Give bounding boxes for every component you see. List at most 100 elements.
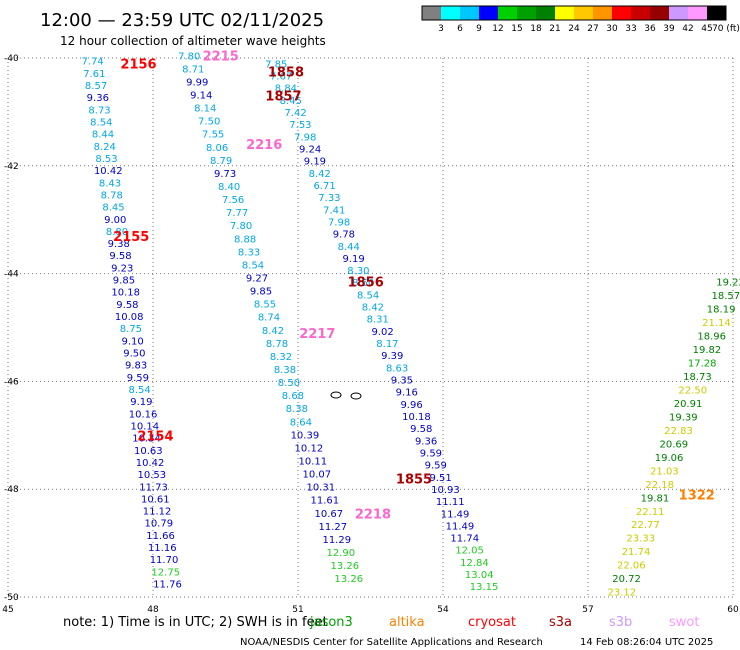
- wave-height-value: 10.31: [307, 483, 336, 494]
- color-swatch: [612, 6, 631, 20]
- color-bar-label: 3: [438, 24, 444, 34]
- pass-time-label: 2216: [246, 138, 282, 153]
- wave-height-value: 9.99: [186, 77, 208, 88]
- wave-height-value: 8.54: [90, 117, 112, 128]
- wave-height-value: 8.42: [262, 326, 284, 337]
- color-bar-label: 15: [511, 24, 522, 34]
- island-outline: [330, 391, 342, 399]
- wave-height-value: 11.61: [311, 496, 340, 507]
- wave-height-value: 10.08: [115, 312, 144, 323]
- wave-height-value: 8.33: [238, 247, 260, 258]
- color-bar-label: 27: [587, 24, 598, 34]
- pass-time-label: 2217: [299, 327, 335, 342]
- wave-height-value: 10.42: [136, 458, 165, 469]
- color-swatch: [536, 6, 555, 20]
- wave-height-value: 19.39: [669, 412, 698, 423]
- wave-height-value: 10.18: [111, 288, 140, 299]
- wave-height-value: 8.45: [280, 96, 302, 107]
- color-bar-label: 33: [625, 24, 636, 34]
- wave-height-value: 9.00: [104, 215, 126, 226]
- wave-height-value: 11.12: [143, 507, 172, 518]
- color-bar-label: 21: [549, 24, 560, 34]
- wave-height-value: 10.18: [402, 412, 431, 423]
- wave-height-value: 19.06: [655, 453, 684, 464]
- x-tick-label: 51: [292, 605, 303, 615]
- wave-height-value: 8.14: [194, 104, 216, 115]
- x-tick-label: 45: [2, 605, 13, 615]
- chart-subtitle: 12 hour collection of altimeter wave hei…: [60, 34, 326, 48]
- wave-height-value: 9.02: [371, 327, 393, 338]
- wave-height-value: 9.73: [214, 169, 236, 180]
- color-swatch: [460, 6, 479, 20]
- wave-height-value: 8.17: [376, 339, 398, 350]
- wave-height-value: 19.82: [693, 345, 722, 356]
- wave-height-value: 8.50: [278, 378, 300, 389]
- wave-height-value: 7.61: [83, 69, 105, 80]
- lat-lon-grid: [7, 57, 734, 598]
- pass-time-label: 2218: [355, 507, 391, 522]
- wave-height-value: 9.83: [125, 361, 147, 372]
- wave-height-value: 8.40: [218, 182, 240, 193]
- pass-time-label: 1855: [396, 472, 432, 487]
- wave-height-value: 9.36: [415, 436, 437, 447]
- wave-height-value: 19.81: [641, 493, 670, 504]
- axis-tick-labels: 45 48 51 54 57 60 -40 -42 -44 -46 -48 -50: [2, 54, 739, 615]
- y-tick-label: -42: [4, 162, 19, 172]
- color-swatch: [498, 6, 517, 20]
- wave-height-value: 13.15: [470, 582, 499, 593]
- y-tick-label: -46: [4, 377, 19, 387]
- wave-height-value: 13.04: [465, 570, 494, 581]
- pass-time-label: 1856: [348, 276, 384, 291]
- wave-height-value: 10.34: [132, 434, 161, 445]
- wave-height-value: 9.58: [410, 424, 432, 435]
- wave-height-value: 9.50: [123, 349, 145, 360]
- wave-height-value: 11.70: [150, 555, 179, 566]
- wave-height-value: 12.75: [151, 567, 180, 578]
- color-bar-label: 30: [606, 24, 618, 34]
- y-tick-label: -40: [4, 54, 19, 64]
- color-swatch: [688, 6, 707, 20]
- wave-height-value: 8.88: [234, 234, 256, 245]
- pass-time-label: 1322: [679, 489, 715, 504]
- mission-legend-s3b: s3b: [609, 615, 632, 630]
- wave-height-value: 20.69: [660, 439, 689, 450]
- wave-height-value: 19.22: [716, 278, 740, 289]
- wave-height-value: 8.53: [95, 154, 117, 165]
- wave-height-value: 11.16: [148, 543, 177, 554]
- island-outlines: [330, 391, 362, 400]
- color-bar-label: 45: [701, 24, 712, 34]
- wave-height-value: 8.63: [386, 363, 408, 374]
- wave-height-value: 8.45: [102, 203, 124, 214]
- wave-height-value: 9.10: [122, 336, 144, 347]
- color-swatch: [441, 6, 460, 20]
- color-swatch: [631, 6, 650, 20]
- wave-height-value: 22.50: [678, 385, 707, 396]
- wave-height-value: 9.19: [304, 157, 326, 168]
- wave-height-value: 10.42: [94, 166, 123, 177]
- wave-height-value: 9.59: [420, 448, 442, 459]
- wave-height-value: 8.31: [367, 315, 389, 326]
- wave-height-value: 9.59: [425, 461, 447, 472]
- wave-height-value: 10.16: [129, 409, 158, 420]
- wave-height-value: 9.96: [400, 400, 422, 411]
- color-bar-label: 18: [530, 24, 542, 34]
- wave-height-value: 12.90: [326, 548, 355, 559]
- color-bar-label: 70 (ft): [712, 24, 740, 34]
- color-bar-label: 36: [644, 24, 656, 34]
- color-scale-bar: 3 6 9 12 15 18 21 24 27 30 33 36 39 42 45 70 (ft): [421, 5, 740, 34]
- wave-height-value: 6.71: [313, 181, 335, 192]
- wave-height-value: 8.54: [357, 290, 379, 301]
- wave-height-value: 7.98: [294, 132, 316, 143]
- mission-legend-jason3: jason3: [309, 615, 353, 630]
- y-tick-label: -48: [4, 485, 19, 495]
- wave-height-value: 8.78: [101, 190, 123, 201]
- wave-height-value: 12.84: [460, 558, 489, 569]
- wave-height-value: 11.11: [436, 497, 465, 508]
- wave-height-value: 11.27: [318, 522, 347, 533]
- wave-height-value: 8.79: [210, 156, 232, 167]
- wave-height-value: 9.27: [246, 274, 268, 285]
- wave-height-values: 7.747.618.579.368.738.548.448.248.5310.4…: [81, 51, 740, 598]
- color-swatch: [479, 6, 498, 20]
- wave-height-value: 12.05: [455, 546, 484, 557]
